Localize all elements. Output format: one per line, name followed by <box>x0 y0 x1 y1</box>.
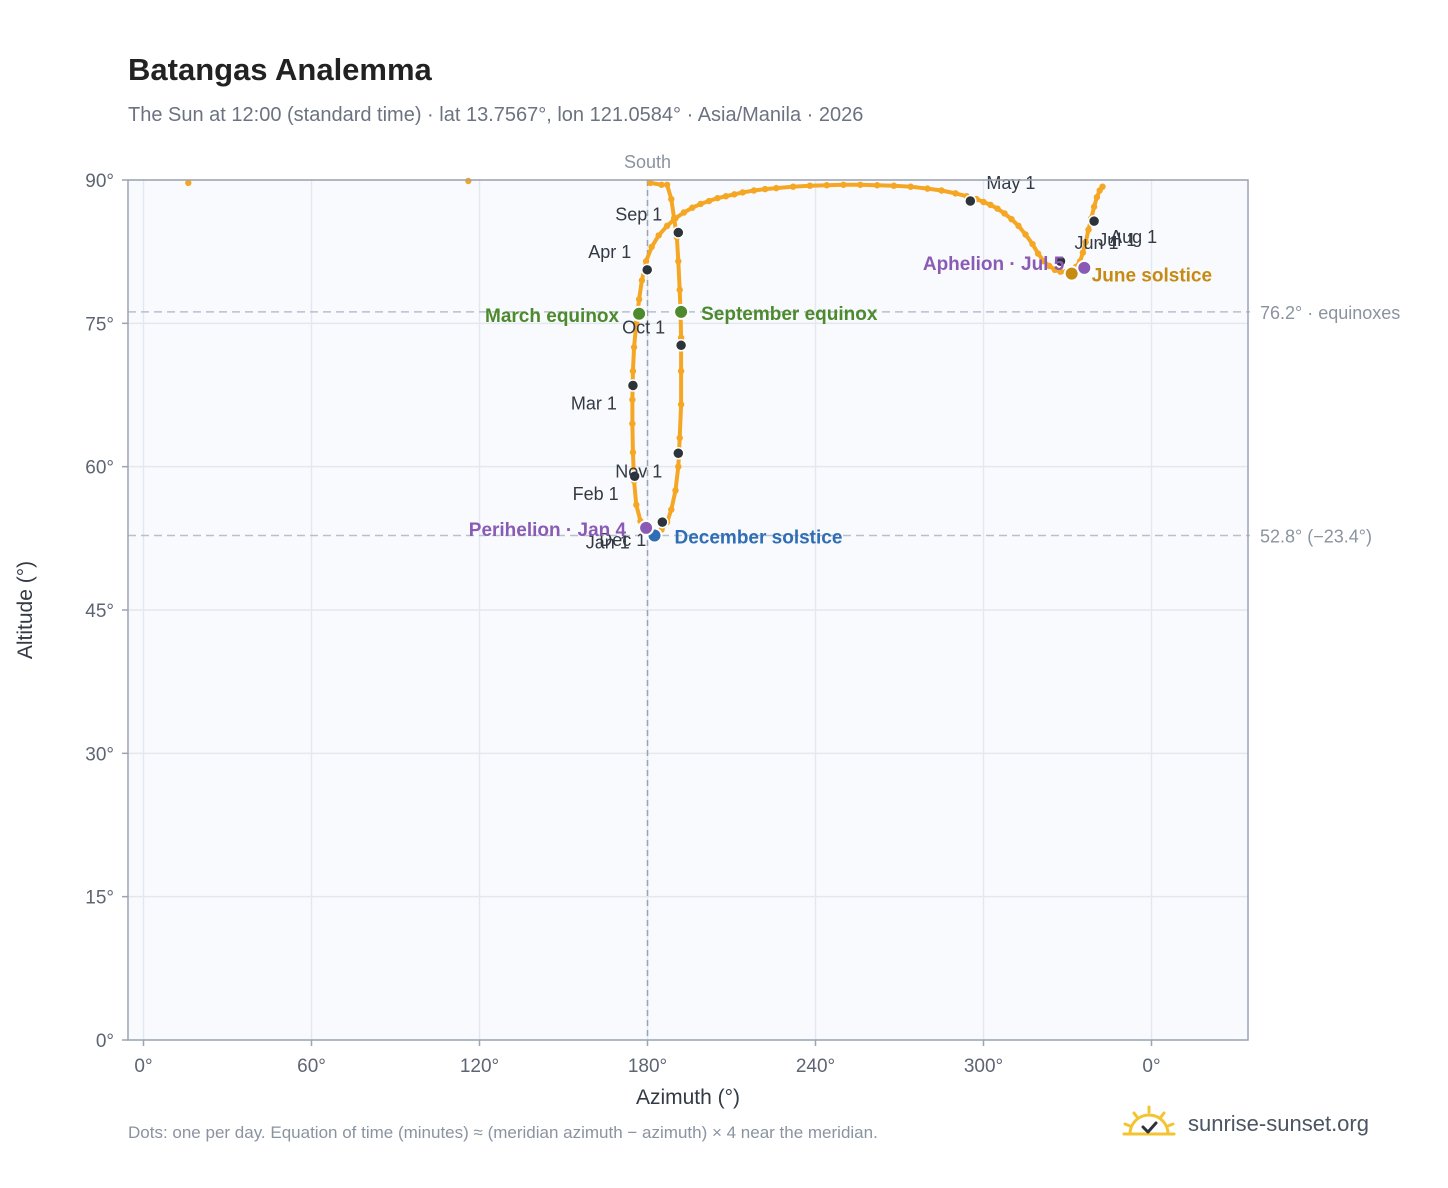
event-marker-dot <box>638 519 655 536</box>
y-tick-label: 45° <box>85 601 114 622</box>
x-tick-label: 0° <box>1142 1056 1160 1077</box>
month-marker-dot <box>674 339 688 352</box>
month-marker-label: Dec 1 <box>599 530 646 550</box>
month-marker-label: Aug 1 <box>1110 227 1157 247</box>
analemma-segment <box>791 183 812 189</box>
analemma-segment <box>669 197 677 221</box>
analemma-segment <box>677 402 684 440</box>
reference-label: 76.2° · equinoxes <box>1260 303 1400 323</box>
analemma-segment <box>665 182 674 202</box>
y-tick-label: 15° <box>85 888 114 909</box>
sun-position-dot <box>185 179 192 187</box>
analemma-segment <box>656 223 670 238</box>
event-marker-label: Perihelion · Jan 4 <box>469 520 627 541</box>
month-marker-label: Oct 1 <box>622 317 665 337</box>
analemma-segment <box>630 421 635 455</box>
analemma-segment <box>674 235 681 264</box>
month-marker-dot <box>672 226 685 239</box>
month-marker-label: May 1 <box>986 173 1035 193</box>
sun-position-dot <box>465 177 472 185</box>
y-tick-label: 90° <box>85 171 114 192</box>
analemma-segment <box>632 321 639 350</box>
analemma-segment <box>1083 227 1091 245</box>
month-marker-dot <box>626 379 640 392</box>
analemma-segment <box>634 502 643 524</box>
month-marker-dot <box>1087 214 1101 228</box>
meridian-label: South <box>624 152 671 172</box>
x-tick-label: 120° <box>460 1056 499 1077</box>
event-marker-label: June solstice <box>1092 266 1212 287</box>
analemma-segment <box>939 188 958 196</box>
analemma-segment <box>630 345 637 374</box>
x-tick-label: 300° <box>964 1056 1003 1077</box>
analemma-segment <box>925 186 944 193</box>
month-marker-label: Sep 1 <box>615 205 662 225</box>
event-marker-label: March equinox <box>485 306 620 327</box>
month-marker-dot <box>1054 254 1067 268</box>
month-marker-dot <box>640 263 654 277</box>
brand-name: sunrise-sunset.org <box>1188 1111 1369 1136</box>
y-axis-title: Altitude (°) <box>14 561 37 659</box>
analemma-segment <box>637 278 644 302</box>
analemma-segment <box>676 259 682 292</box>
event-marker-dot <box>1063 265 1080 282</box>
chart-subtitle: The Sun at 12:00 (standard time) · lat 1… <box>128 104 864 126</box>
month-marker-dot <box>672 447 685 460</box>
event-markers: March equinox September equinox June solst… <box>469 254 1212 549</box>
event-marker-dot <box>631 305 648 322</box>
analemma-segment <box>908 184 930 191</box>
month-marker-label: Mar 1 <box>571 393 617 413</box>
analemma-segment <box>774 184 796 191</box>
footnote: Dots: one per day. Equation of time (min… <box>128 1123 878 1142</box>
month-marker-label: Apr 1 <box>588 242 631 262</box>
analemma-segment <box>649 233 661 249</box>
analemma-segment <box>673 464 681 493</box>
month-marker-label: Nov 1 <box>615 461 662 481</box>
y-tick-label: 60° <box>85 458 114 479</box>
x-axis-title: Azimuth (°) <box>636 1086 740 1109</box>
y-tick-label: 75° <box>85 314 114 335</box>
axis-ticks: 0° 60° 120° 180° 240° 300° 0° 0° 15° 30° 45° 60° 75°… <box>85 171 1160 1077</box>
x-tick-label: 180° <box>628 1056 667 1077</box>
sun-logo-icon <box>1122 1105 1176 1136</box>
x-tick-label: 0° <box>134 1056 152 1077</box>
x-tick-label: 240° <box>796 1056 835 1077</box>
analemma-segment <box>632 479 639 507</box>
event-marker-dot <box>673 303 690 320</box>
reference-label: 52.8° (−23.4°) <box>1260 526 1372 546</box>
month-marker-dot <box>964 194 977 208</box>
month-marker-dot <box>656 515 669 529</box>
analemma-segment <box>1097 184 1105 193</box>
month-marker-label: Jan 1 <box>586 533 630 553</box>
brand-logo[interactable]: sunrise-sunset.org <box>1122 1104 1369 1144</box>
month-marker-dot <box>628 469 641 483</box>
x-tick-label: 60° <box>297 1056 326 1077</box>
analemma-segment <box>891 183 913 189</box>
event-marker-label: Aphelion · Jul 5 <box>923 254 1065 275</box>
y-tick-label: 0° <box>96 1031 114 1052</box>
analemma-segment <box>648 180 664 187</box>
event-marker-dot <box>1076 259 1093 276</box>
analemma-segment <box>644 244 654 264</box>
y-tick-label: 30° <box>85 744 114 765</box>
month-marker-label: Feb 1 <box>573 484 619 504</box>
event-marker-label: September equinox <box>701 304 878 325</box>
analemma-segment <box>669 488 678 512</box>
chart-title: Batangas Analemma <box>128 52 432 87</box>
month-marker-label: Jun 1 <box>1075 233 1119 253</box>
event-marker-label: December solstice <box>675 527 843 548</box>
month-marker-label: Jul 1 <box>1098 230 1136 250</box>
